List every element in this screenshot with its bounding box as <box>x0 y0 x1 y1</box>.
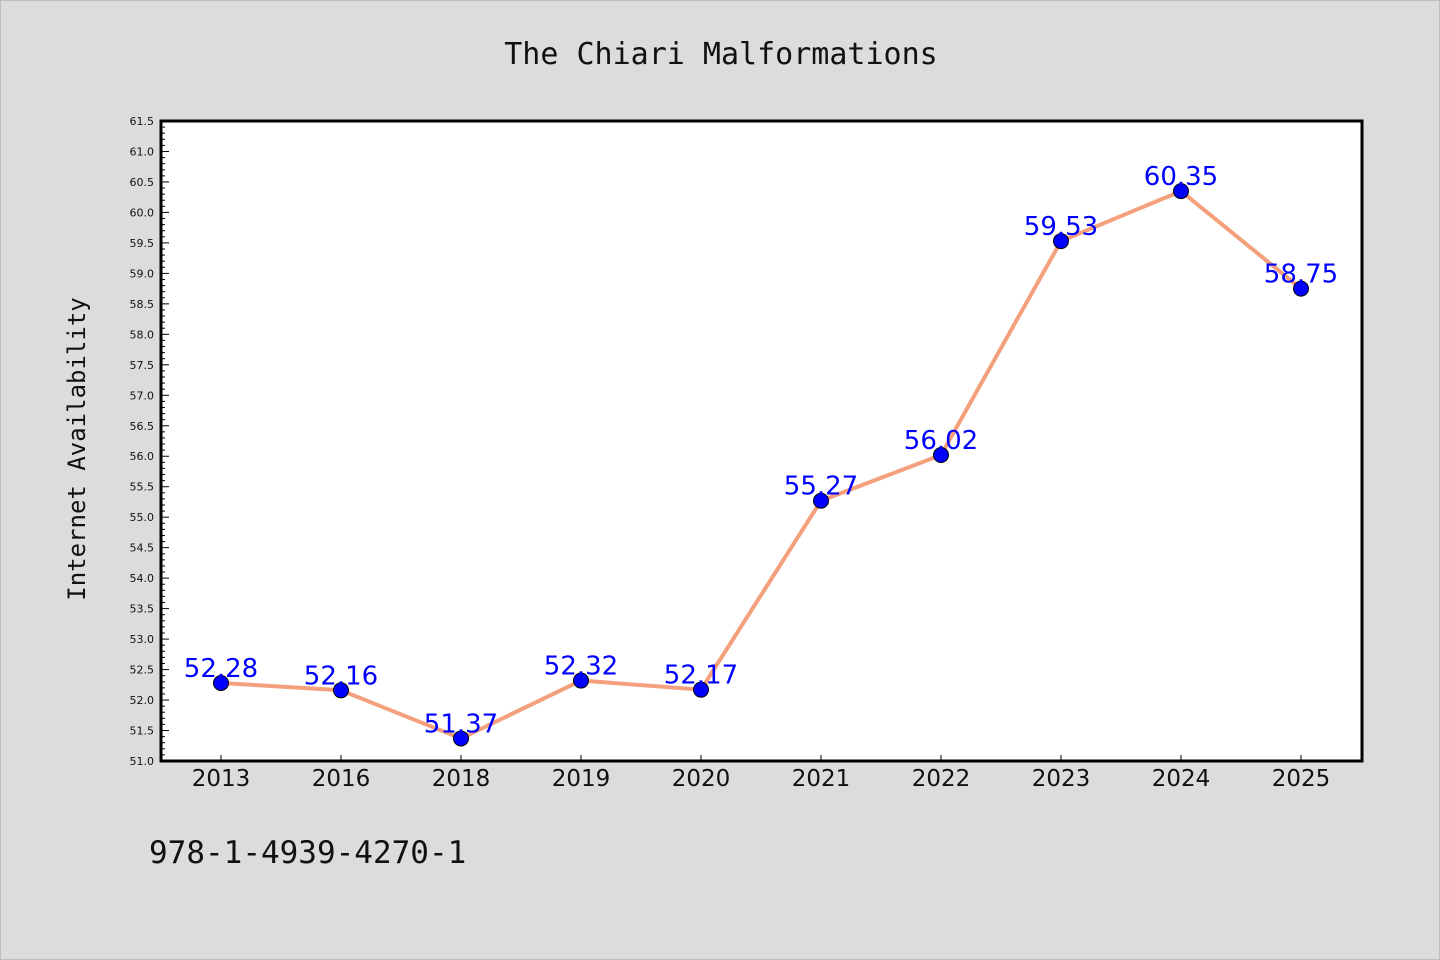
data-label: 51.37 <box>424 709 498 739</box>
data-point <box>813 492 829 509</box>
data-point <box>693 681 709 698</box>
y-tick-label: 57.0 <box>130 389 155 402</box>
data-label: 56.02 <box>904 426 978 456</box>
data-point <box>1173 183 1189 200</box>
data-label: 52.16 <box>304 661 378 691</box>
data-point <box>333 682 349 699</box>
y-tick-label: 54.0 <box>130 572 155 585</box>
series-markers <box>213 183 1309 747</box>
x-tick-label: 2020 <box>672 766 731 792</box>
x-tick-label: 2013 <box>192 766 251 792</box>
x-axis-ticks: 2013 2016 2018 2019 2020 2021 2022 2023 2024 2025 <box>192 755 1331 792</box>
data-label: 52.32 <box>544 652 618 682</box>
data-label: 58.75 <box>1264 260 1338 290</box>
data-label: 59.53 <box>1024 212 1098 242</box>
y-tick-label: 53.5 <box>130 603 155 616</box>
y-tick-label: 54.5 <box>130 542 155 555</box>
data-point <box>213 674 229 691</box>
data-label: 55.27 <box>784 472 858 502</box>
data-label: 52.28 <box>184 654 258 684</box>
plot-area <box>159 119 1364 763</box>
series-line <box>220 189 1303 741</box>
y-tick-label: 56.5 <box>130 420 155 433</box>
x-tick-label: 2019 <box>552 766 611 792</box>
y-tick-label: 58.5 <box>130 298 155 311</box>
x-tick-label: 2018 <box>432 766 491 792</box>
x-tick-label: 2025 <box>1272 766 1331 792</box>
y-tick-label: 52.0 <box>130 694 155 707</box>
y-tick-label: 61.0 <box>130 145 155 158</box>
y-tick-label: 53.0 <box>130 633 155 646</box>
y-tick-label: 60.5 <box>130 176 155 189</box>
y-tick-label: 60.0 <box>130 206 155 219</box>
y-axis-label: Internet Availability <box>63 297 91 600</box>
data-label: 52.17 <box>664 661 738 691</box>
x-tick-label: 2021 <box>792 766 851 792</box>
y-tick-label: 52.5 <box>130 664 155 677</box>
y-axis-ticks: 51.0 51.5 52.0 52.5 53.0 53.5 54.0 54.5 55.0 55.5… <box>130 115 169 768</box>
x-tick-label: 2023 <box>1032 766 1091 792</box>
isbn-text: 978-1-4939-4270-1 <box>149 835 467 871</box>
y-tick-label: 55.0 <box>130 511 155 524</box>
y-tick-label: 58.0 <box>130 328 155 341</box>
data-point <box>933 447 949 464</box>
y-tick-label: 55.5 <box>130 481 155 494</box>
chart-title: The Chiari Malformations <box>504 37 937 72</box>
y-tick-label: 51.5 <box>130 725 155 738</box>
data-point <box>1053 233 1069 250</box>
data-point <box>1293 280 1309 297</box>
y-tick-label: 57.5 <box>130 359 155 372</box>
y-tick-label: 56.0 <box>130 450 155 463</box>
data-point <box>453 730 469 747</box>
y-tick-label: 61.5 <box>130 115 155 128</box>
y-tick-label: 59.5 <box>130 237 155 250</box>
x-tick-label: 2024 <box>1152 766 1211 792</box>
y-tick-label: 59.0 <box>130 267 155 280</box>
x-tick-label: 2016 <box>312 766 371 792</box>
series-polyline <box>220 189 1303 741</box>
data-labels: 52.28 52.16 51.37 52.32 52.17 55.27 56.02 59.53… <box>184 162 1338 739</box>
data-point <box>573 672 589 689</box>
y-tick-label: 51.0 <box>130 755 155 768</box>
x-tick-label: 2022 <box>912 766 971 792</box>
data-label: 60.35 <box>1144 162 1218 192</box>
